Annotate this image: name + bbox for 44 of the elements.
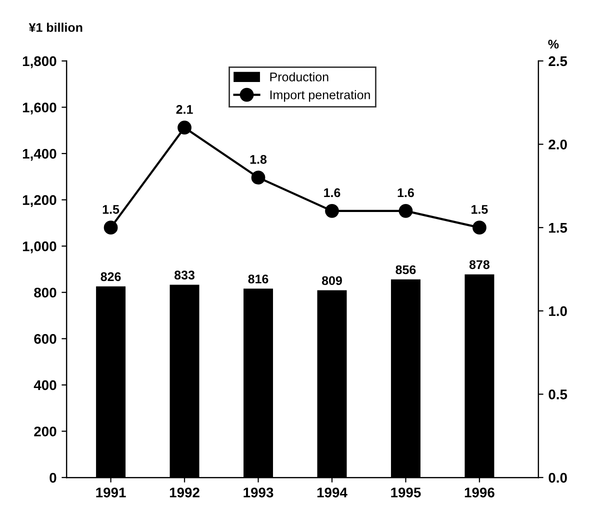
- y2-tick-label: 0.5: [548, 390, 568, 400]
- x-tick-label: 1994: [317, 488, 348, 498]
- data-label: 816: [248, 274, 268, 284]
- data-label: 1.5: [102, 205, 120, 214]
- y-tick-label: 200: [34, 426, 56, 436]
- y-axis-title: ¥1 billion: [28, 22, 82, 32]
- point: [472, 220, 486, 235]
- y2-tick-label: 2.5: [548, 56, 568, 66]
- x-tick-label: 1992: [170, 488, 200, 498]
- data-label: 809: [322, 276, 342, 286]
- legend-label: Import penetration: [270, 90, 370, 102]
- data-label: 1.6: [398, 188, 414, 198]
- y-tick-label: 800: [34, 288, 56, 298]
- point: [178, 120, 192, 135]
- y2-tick-label: 2.0: [548, 140, 567, 150]
- point: [251, 170, 266, 185]
- data-label: 2.1: [176, 104, 193, 114]
- x-tick-label: 1996: [464, 488, 494, 498]
- legend-label: Production: [270, 72, 328, 82]
- y-tick-label: 1,800: [22, 56, 56, 68]
- y-tick-label: 0: [50, 472, 56, 483]
- x-tick-label: 1993: [244, 488, 274, 498]
- data-label: 856: [396, 265, 416, 274]
- y2-tick-label: 1.5: [549, 223, 568, 233]
- y-tick-label: 1,000: [22, 241, 56, 254]
- point: [398, 204, 413, 218]
- x-tick-label: 1991: [96, 488, 126, 498]
- y2-tick-label: 1.0: [549, 306, 567, 316]
- y-tick-label: 1,400: [22, 148, 56, 161]
- data-label: 826: [100, 272, 121, 282]
- y-tick-label: 1,200: [22, 195, 56, 207]
- data-label: 833: [174, 270, 194, 280]
- point: [325, 204, 339, 218]
- y2-axis-title: %: [548, 40, 559, 49]
- y-tick-label: 400: [34, 380, 56, 390]
- data-label: 1.8: [250, 154, 267, 164]
- y-tick-label: 1,600: [22, 102, 56, 114]
- x-tick-label: 1995: [391, 488, 421, 498]
- point: [104, 220, 118, 235]
- y-tick-label: 600: [34, 334, 56, 344]
- y2-tick-label: 0.0: [548, 472, 567, 483]
- data-label: 878: [469, 260, 490, 270]
- data-label: 1.6: [324, 188, 340, 198]
- data-label: 1.5: [472, 205, 488, 214]
